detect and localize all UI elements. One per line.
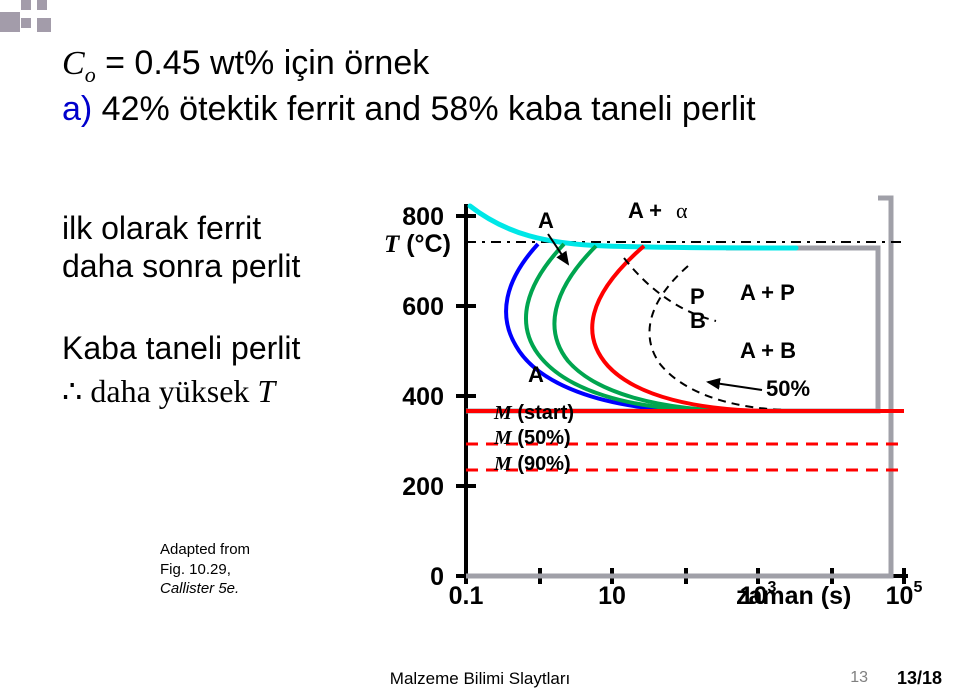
caption-l1: Adapted from [160,540,250,560]
svg-text:400: 400 [402,383,444,411]
svg-text:200: 200 [402,473,444,501]
footer-page-fraction: 13/18 [897,668,942,689]
svg-text:600: 600 [402,293,444,321]
svg-text:0.1: 0.1 [449,582,484,610]
body-line-1: ilk olarak ferrit [62,210,261,247]
svg-text:P: P [690,284,705,309]
title-co-sub: o [85,62,96,87]
svg-text:α: α [676,198,688,223]
svg-text:800: 800 [402,203,444,231]
ttt-diagram-chart: 8006004002000T (°C)0.110103105zaman (s)A… [396,186,920,606]
subtitle-marker-a: a) [62,90,92,128]
figure-caption: Adapted from Fig. 10.29, Callister 5e. [160,540,250,599]
corner-decoration [0,0,80,40]
body-line-4-T: T [257,373,275,409]
caption-l2: Fig. 10.29, [160,560,250,580]
svg-text:A + B: A + B [740,338,796,363]
body-line-2: daha sonra perlit [62,248,300,285]
footer-page-number: 13 [850,669,868,687]
chart-svg: 8006004002000T (°C)0.110103105zaman (s)A… [396,186,920,606]
svg-text:A + P: A + P [740,280,795,305]
body-line-4: ∴ daha yüksek T [62,372,275,410]
svg-text:zaman (s): zaman (s) [736,582,851,610]
svg-text:A +: A + [628,198,662,223]
body-line-3: Kaba taneli perlit [62,330,300,367]
title-co-C: C [62,45,85,82]
svg-text:105: 105 [886,579,923,610]
slide-title: Co = 0.45 wt% için örnek [62,44,902,88]
title-rest: = 0.45 wt% için örnek [96,44,430,82]
svg-text:0: 0 [430,563,444,591]
slide-subtitle: a) 42% ötektik ferrit and 58% kaba tanel… [62,90,756,129]
caption-l3: Callister 5e. [160,579,250,599]
footer-center: Malzeme Bilimi Slaytları [0,669,960,689]
svg-text:T (°C): T (°C) [384,230,451,258]
svg-text:M (50%): M (50%) [493,427,571,449]
svg-text:50%: 50% [766,376,810,401]
subtitle-text: 42% ötektik ferrit and 58% kaba taneli p… [92,90,755,128]
svg-text:A: A [528,362,544,387]
svg-text:A: A [538,208,554,233]
svg-text:B: B [690,308,706,333]
svg-text:M (start): M (start) [493,402,574,424]
svg-text:M (90%): M (90%) [493,453,571,475]
svg-text:10: 10 [598,582,626,610]
therefore-symbol: ∴ daha yüksek [62,373,257,409]
